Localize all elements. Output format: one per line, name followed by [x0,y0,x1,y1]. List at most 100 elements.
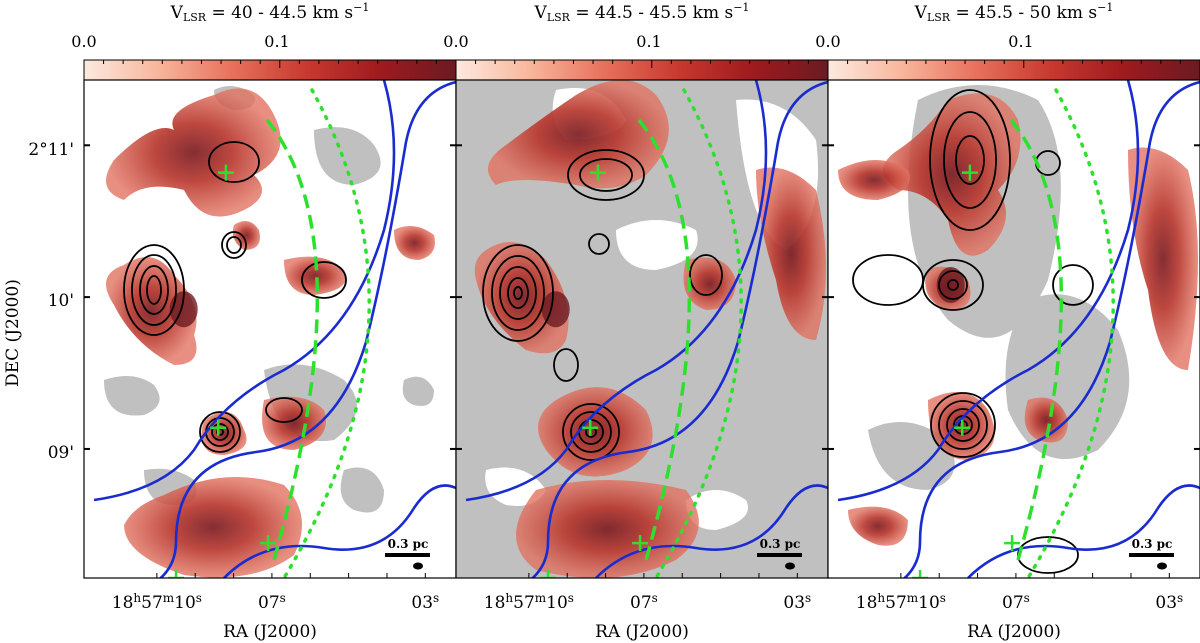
contour-line [507,277,529,309]
emission-region [516,480,699,578]
contour-line [553,348,579,382]
contour-line [301,261,347,299]
contour-line [579,158,633,192]
x-axis-label: RA (J2000) [595,622,689,642]
green-dotted-arc [1026,88,1115,578]
colorbar [827,59,1200,81]
contour-line [482,244,554,342]
x-tick-label: 18h57m10s [484,591,574,613]
blue-contours [93,80,456,578]
emission-region [838,160,910,200]
black-contours [482,149,723,461]
y-axis-label: DEC (J2000) [3,279,23,387]
contour-line [943,111,997,209]
contour-line [131,254,177,326]
scale-bar-label: 0.3 pc [1132,537,1173,551]
contour-line [562,403,620,461]
emission-region [394,226,435,260]
green-crosses [912,164,1021,578]
contour-line [499,266,537,320]
emission-region [1128,147,1198,370]
contour-line [199,411,241,453]
x-tick-label: 03s [1155,591,1183,613]
x-tick-label: 03s [783,591,811,613]
scale-bar-label: 0.3 pc [760,537,801,551]
contour-line [955,135,985,185]
contour-line [1052,264,1094,306]
axes-frame [827,79,1200,579]
map-frame: 0.3 pc [455,79,829,579]
emission-region [683,257,736,310]
contour-line [929,89,1011,231]
emission-region [124,477,302,578]
green-arcs [1009,88,1115,578]
contour-line [208,141,260,183]
contour-line [946,408,980,442]
colorbar-gradient [827,59,1200,81]
y-tick-label: 09' [48,443,74,463]
blue-contour-line [837,80,1140,502]
grey-mask-region [104,376,160,416]
blue-contour-line [967,484,1200,578]
green-crosses [540,164,649,578]
contour-line [513,286,523,300]
x-tick-label: 07s [1002,591,1030,613]
x-tick-label: 03s [411,591,439,613]
colorbar-tick-label: 0.0 [71,32,96,51]
y-tick-label: 10' [48,291,74,311]
blue-contour-line [902,80,1200,578]
green-arcs [265,88,371,578]
emission-region [1024,397,1068,443]
panel-title-1: VLSR = 40 - 44.5 km s−1 [170,1,370,24]
colorbar-gradient [83,59,457,81]
contour-line [221,231,247,259]
contour-line [211,423,229,441]
colorbar-tick-label: 0.0 [815,32,840,51]
blue-contour-line [530,80,828,578]
map-frame: 0.3 pc [83,79,457,579]
blue-contour-line [93,80,396,502]
emission-region [848,506,908,546]
emission-region [106,88,281,217]
contour-line [123,244,185,336]
map-frame: 0.3 pc [827,79,1200,579]
x-axis-label: RA (J2000) [967,622,1061,642]
black-contours [123,141,347,453]
beam-ellipse [413,562,423,570]
contour-line [567,149,645,201]
panel-title-2: VLSR = 44.5 - 45.5 km s−1 [534,1,750,24]
green-crosses [168,164,277,578]
blue-contour-line [158,80,456,578]
contour-line [930,392,996,458]
contour-line [938,270,968,300]
emission-region [232,221,260,250]
panel-3: VLSR = 45.5 - 50 km s−1 0.0 0.1 0.3 pc 1… [815,1,1200,613]
mask-gap [616,220,698,270]
contour-line [689,254,723,296]
beam-ellipse [785,562,795,570]
green-dotted-arc [654,88,743,578]
x-axis-label: RA (J2000) [223,622,317,642]
contour-line [491,255,545,331]
colorbar-tick-label: 0.0 [443,32,468,51]
green-dashed-arc [265,118,319,561]
panel-title-3: VLSR = 45.5 - 50 km s−1 [914,1,1114,24]
emission-region [756,167,826,340]
blue-contours [837,80,1200,578]
beam-ellipse [1157,562,1167,570]
colorbar-tick-label: 0.1 [1008,32,1033,51]
contour-line [938,400,988,450]
panel-1: VLSR = 40 - 44.5 km s−1 0.0 0.1 0.3 pc 1… [71,1,457,613]
contour-line [226,236,242,254]
blue-contour-line [223,484,456,578]
contour-line [139,265,169,315]
map-content: 0.3 pc [84,80,456,578]
grey-mask-region [868,422,955,490]
x-tick-label: 18h57m10s [112,591,202,613]
blue-contour-line [595,484,828,578]
grey-mask-region [314,127,381,185]
green-arcs [637,88,743,578]
x-tick-label: 07s [630,591,658,613]
x-tick-label: 07s [258,591,286,613]
